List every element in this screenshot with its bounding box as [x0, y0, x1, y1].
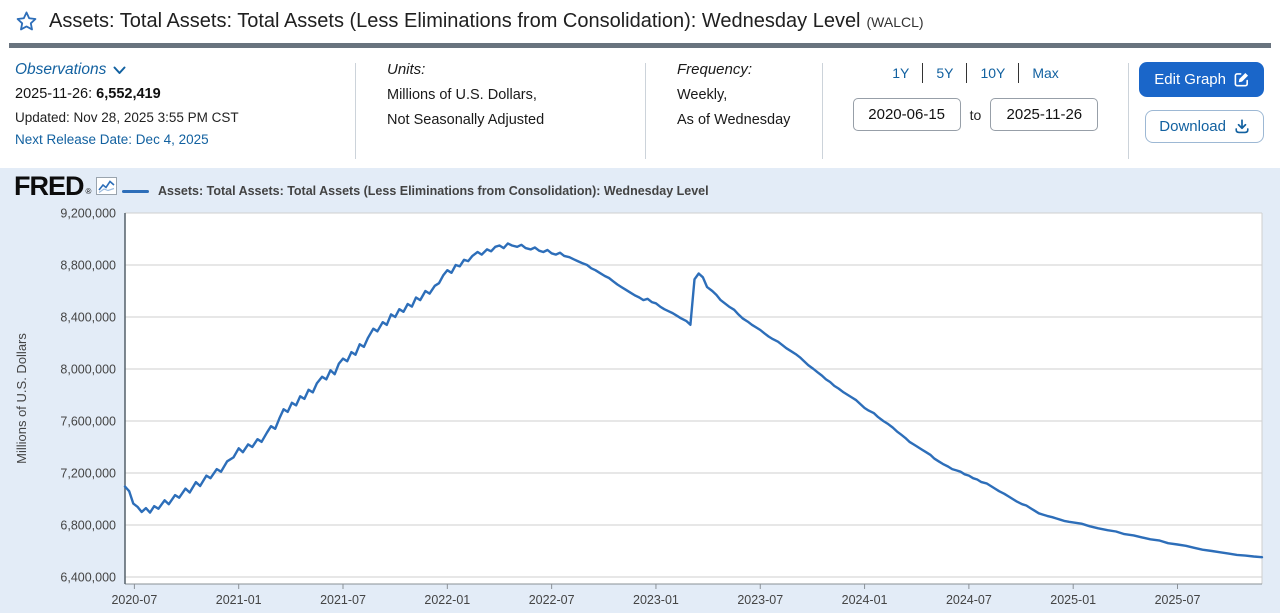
next-release-link[interactable]: Next Release Date: Dec 4, 2025	[15, 132, 209, 147]
legend-line-swatch	[122, 189, 149, 193]
svg-text:2025-07: 2025-07	[1155, 593, 1201, 607]
preset-separator	[1018, 63, 1020, 83]
svg-text:2023-01: 2023-01	[633, 593, 679, 607]
svg-text:2022-01: 2022-01	[424, 593, 470, 607]
svg-text:2023-07: 2023-07	[737, 593, 783, 607]
series-ticker: (WALCL)	[866, 13, 924, 30]
observations-label: Observations	[15, 61, 107, 78]
svg-text:8,400,000: 8,400,000	[60, 311, 116, 325]
observations-dropdown[interactable]: Observations	[15, 61, 126, 79]
tools-bar: Observations 2025-11-26: 6,552,419 Updat…	[0, 48, 1280, 168]
svg-text:Millions of U.S. Dollars: Millions of U.S. Dollars	[14, 333, 29, 464]
section-divider	[645, 63, 646, 159]
page-title: Assets: Total Assets: Total Assets (Less…	[49, 10, 861, 32]
download-icon	[1235, 119, 1249, 134]
svg-text:2025-01: 2025-01	[1050, 593, 1096, 607]
legend-series-label: Assets: Total Assets: Total Assets (Less…	[158, 184, 709, 198]
latest-observation-date: 2025-11-26:	[15, 86, 93, 102]
svg-text:2021-01: 2021-01	[216, 593, 262, 607]
svg-text:9,200,000: 9,200,000	[60, 207, 116, 221]
fred-registered-mark: ®	[85, 187, 92, 196]
svg-text:8,800,000: 8,800,000	[60, 259, 116, 273]
svg-text:2024-01: 2024-01	[842, 593, 888, 607]
range-preset-10y[interactable]: 10Y	[980, 65, 1006, 81]
svg-text:2020-07: 2020-07	[111, 593, 157, 607]
edit-graph-button[interactable]: Edit Graph	[1139, 62, 1264, 97]
time-series-plot[interactable]: 9,200,000 8,800,000 8,400,000 8,000,000 7,60…	[0, 168, 1280, 613]
section-divider	[355, 63, 356, 159]
end-date-input[interactable]: 2025-11-26	[990, 98, 1099, 131]
frequency-line2: As of Wednesday	[677, 112, 791, 128]
units-line2: Not Seasonally Adjusted	[387, 112, 545, 128]
date-range-inputs: 2020-06-15 to 2025-11-26	[823, 98, 1128, 131]
download-label: Download	[1159, 118, 1226, 135]
svg-text:8,000,000: 8,000,000	[60, 363, 116, 377]
chart-region: 9,200,000 8,800,000 8,400,000 8,000,000 7,60…	[0, 168, 1280, 613]
svg-text:6,400,000: 6,400,000	[60, 571, 116, 585]
observations-section: Observations 2025-11-26: 6,552,419 Updat…	[15, 61, 355, 168]
range-preset-max[interactable]: Max	[1032, 65, 1059, 81]
units-section: Units: Millions of U.S. Dollars, Not Sea…	[356, 61, 645, 168]
svg-text:2021-07: 2021-07	[320, 593, 366, 607]
svg-text:2024-07: 2024-07	[946, 593, 992, 607]
actions-section: Edit Graph Download	[1129, 61, 1280, 168]
svg-text:7,200,000: 7,200,000	[60, 467, 116, 481]
latest-observation: 2025-11-26: 6,552,419	[15, 86, 355, 102]
chevron-down-icon	[113, 66, 126, 74]
svg-text:2022-07: 2022-07	[529, 593, 575, 607]
preset-separator	[922, 63, 924, 83]
range-preset-5y[interactable]: 5Y	[936, 65, 954, 81]
range-presets: 1Y 5Y 10Y Max	[823, 63, 1128, 83]
favorite-star-icon[interactable]	[15, 10, 38, 33]
title-divider	[9, 43, 1271, 48]
fred-chart-icon	[96, 177, 118, 195]
edit-icon	[1234, 72, 1249, 87]
frequency-label: Frequency:	[677, 61, 753, 78]
section-divider	[1128, 63, 1129, 159]
svg-text:6,800,000: 6,800,000	[60, 519, 116, 533]
section-divider	[822, 63, 823, 159]
to-label: to	[969, 106, 982, 123]
svg-text:7,600,000: 7,600,000	[60, 415, 116, 429]
updated-timestamp: Updated: Nov 28, 2025 3:55 PM CST	[15, 110, 239, 125]
download-button[interactable]: Download	[1145, 110, 1264, 143]
preset-separator	[966, 63, 968, 83]
range-preset-1y[interactable]: 1Y	[892, 65, 910, 81]
latest-observation-value: 6,552,419	[96, 86, 161, 102]
fred-logo[interactable]: FRED ®	[14, 171, 118, 201]
date-range-section: 1Y 5Y 10Y Max 2020-06-15 to 2025-11-26	[823, 61, 1128, 168]
frequency-section: Frequency: Weekly, As of Wednesday	[646, 61, 822, 168]
units-label: Units:	[387, 61, 426, 78]
page-header: Assets: Total Assets: Total Assets (Less…	[0, 0, 1280, 43]
units-line1: Millions of U.S. Dollars,	[387, 87, 537, 103]
fred-logo-text: FRED	[14, 171, 84, 201]
start-date-input[interactable]: 2020-06-15	[852, 98, 961, 131]
edit-graph-label: Edit Graph	[1154, 71, 1226, 88]
chart-legend: Assets: Total Assets: Total Assets (Less…	[122, 184, 709, 198]
frequency-line1: Weekly,	[677, 87, 728, 103]
